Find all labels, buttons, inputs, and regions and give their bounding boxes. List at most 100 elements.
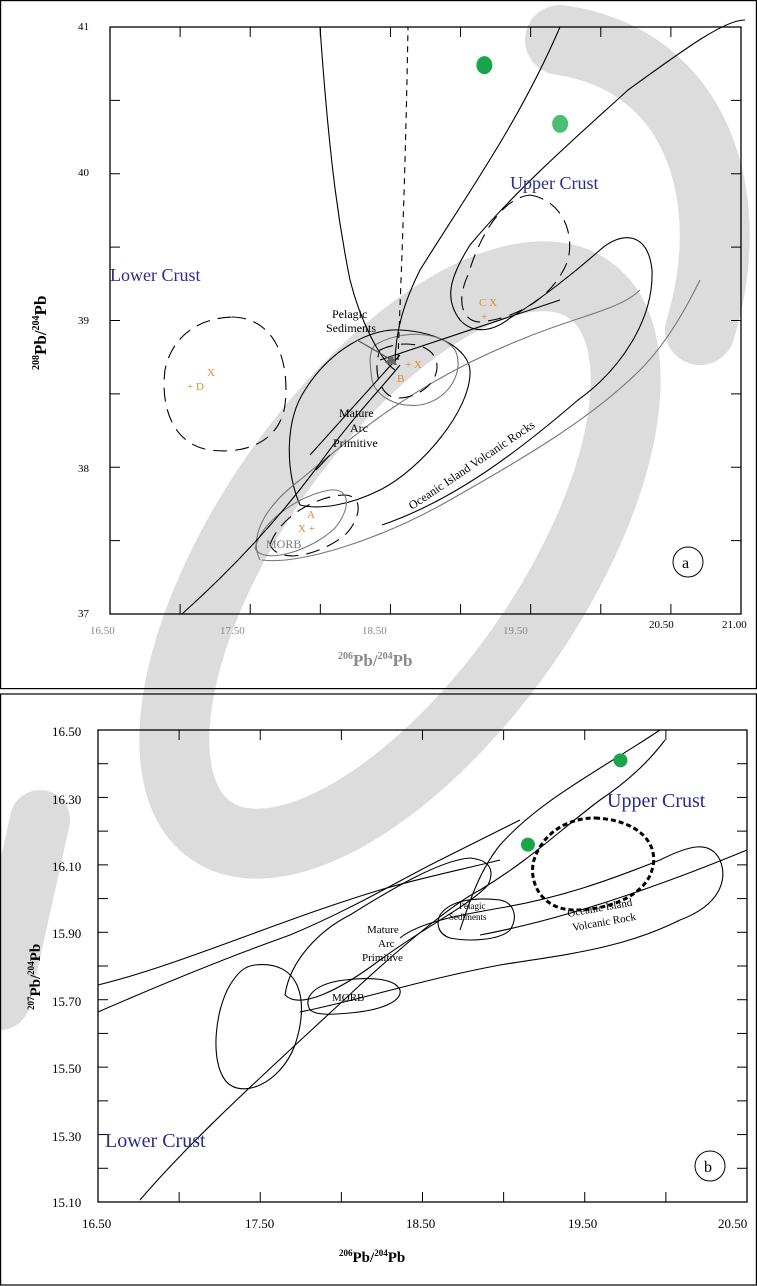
marker-x: X [207, 367, 215, 379]
oib-field [255, 289, 641, 561]
x-tick-label: 16.50 [90, 625, 115, 637]
arc-field-b [284, 857, 492, 1001]
oib-b [299, 846, 724, 1013]
panel-b-y-tick-labels: 16.50 16.30 16.10 15.90 15.70 15.50 15.3… [52, 724, 81, 1210]
panel-b-x-tick-labels: 16.50 17.50 18.50 19.50 20.50 [82, 1216, 747, 1231]
pelagic-label-2: Sediments [326, 321, 376, 335]
morb-b [307, 978, 401, 1015]
geochron-dashed [397, 26, 409, 361]
panel-a-x-axis-label: 206Pb/204Pb [338, 651, 412, 670]
morb-dashed [269, 494, 359, 557]
upper-crust-field [461, 194, 571, 323]
pelagic-field [369, 333, 459, 406]
x-tick-label: 19.50 [568, 1216, 597, 1231]
pelagic-dashed [376, 343, 438, 399]
orogene-line [181, 364, 401, 615]
y-tick-label: 15.50 [52, 1061, 81, 1076]
lower-crust-field [163, 316, 287, 452]
panel-b-ticks [97, 729, 748, 1203]
pelagic-label-2-b: Sediments [449, 912, 487, 922]
y-tick-label: 37 [78, 608, 90, 620]
x-tick-label: 21.00 [722, 619, 747, 631]
marker-b: B [397, 373, 404, 385]
marker-a: A [307, 509, 315, 521]
panel-b-x-axis-label: 206Pb/204Pb [339, 1248, 405, 1266]
y-tick-label: 15.90 [52, 926, 81, 941]
pelagic-trend [379, 299, 561, 361]
badge-a: a [682, 555, 689, 572]
pelagic-arrow [356, 339, 397, 365]
badge-b: b [704, 1159, 712, 1176]
x-tick-label: 18.50 [362, 625, 387, 637]
upper-crust-label: Upper Crust [510, 173, 599, 193]
x-tick-label: 18.50 [406, 1216, 435, 1231]
lower-crust-b [215, 964, 302, 1090]
arc-label-2-b: Arc [378, 938, 395, 950]
arc-label-1-b: Mature [367, 924, 399, 936]
watermark [0, 5, 750, 1030]
panel-b-points [520, 753, 628, 852]
panel-b: 16.50 16.30 16.10 15.90 15.70 15.50 15.3… [0, 693, 757, 1286]
panel-a-badge: a [672, 546, 704, 578]
lower-crust-label-b: Lower Crust [105, 1130, 206, 1152]
lower-crust-label: Lower Crust [110, 265, 200, 285]
oib-envelope-2 [261, 279, 701, 562]
data-point [476, 56, 493, 75]
data-point [613, 753, 628, 768]
upper-crust-dashed-b [531, 816, 656, 912]
y-tick-label: 40 [78, 167, 90, 179]
panel-b-fields [97, 729, 748, 1201]
y-tick-label: 39 [78, 315, 90, 327]
panel-a-fields [163, 19, 746, 615]
marker-c: C X [479, 297, 497, 309]
upper-crust-label-b: Upper Crust [607, 790, 706, 812]
upper-crust-envelope [381, 19, 746, 526]
x-tick-label: 16.50 [82, 1216, 111, 1231]
marker-xplus: X + [298, 523, 315, 535]
panel-a-border [0, 0, 757, 690]
x-tick-label: 19.50 [503, 625, 528, 637]
y-tick-label: 15.70 [52, 994, 81, 1009]
pelagic-b [437, 898, 515, 941]
panel-a-points [476, 56, 569, 133]
marker-plusx: + X [405, 359, 422, 371]
morb-label: MORB [266, 537, 301, 551]
pelagic-label-1-b: Pelagic [459, 901, 486, 911]
orogene-line-b [97, 819, 521, 1013]
y-tick-label: 16.10 [52, 859, 81, 874]
x-tick-label: 20.50 [718, 1216, 747, 1231]
arc-label-2: Arc [350, 421, 368, 435]
panel-a-x-tick-labels: 16.50 17.50 18.50 19.50 20.50 21.00 [90, 619, 747, 637]
arc-label-3: Primitive [333, 436, 378, 450]
marker-plus: + [481, 311, 487, 323]
marker-d: + D [187, 381, 204, 393]
y-tick-label: 15.30 [52, 1129, 81, 1144]
data-point [520, 837, 535, 852]
geochron-line-2 [319, 26, 396, 371]
data-point [552, 114, 569, 133]
upper-boundary-b [97, 859, 501, 986]
oib-label: Oceanic Island Volcanic Rocks [406, 417, 538, 512]
panel-b-y-axis-label: 207Pb/204Pb [26, 944, 44, 1010]
panel-a-y-tick-labels: 41 40 39 38 37 [78, 21, 90, 620]
right-line-b [479, 849, 748, 936]
y-tick-label: 15.10 [52, 1195, 81, 1210]
y-tick-label: 16.50 [52, 724, 81, 739]
short-segment [315, 454, 331, 471]
panel-a-y-axis-label: 208Pb/204Pb [31, 296, 50, 370]
arc-label-1: Mature [339, 406, 374, 420]
panel-a-sample-markers: X + D C X + + X B A X + [187, 297, 497, 535]
panel-b-border [0, 693, 757, 1286]
y-tick-label: 41 [78, 21, 89, 33]
panel-b-badge: b [694, 1150, 726, 1182]
y-tick-label: 38 [78, 463, 90, 475]
y-tick-label: 16.30 [52, 792, 81, 807]
x-tick-label: 20.50 [649, 619, 674, 631]
x-tick-label: 17.50 [245, 1216, 274, 1231]
panel-a-ticks [109, 26, 742, 615]
pelagic-label-1: Pelagic [332, 307, 367, 321]
arc-trend [309, 354, 401, 456]
x-tick-label: 17.50 [220, 625, 245, 637]
morb-label-b: MORB [332, 992, 364, 1004]
